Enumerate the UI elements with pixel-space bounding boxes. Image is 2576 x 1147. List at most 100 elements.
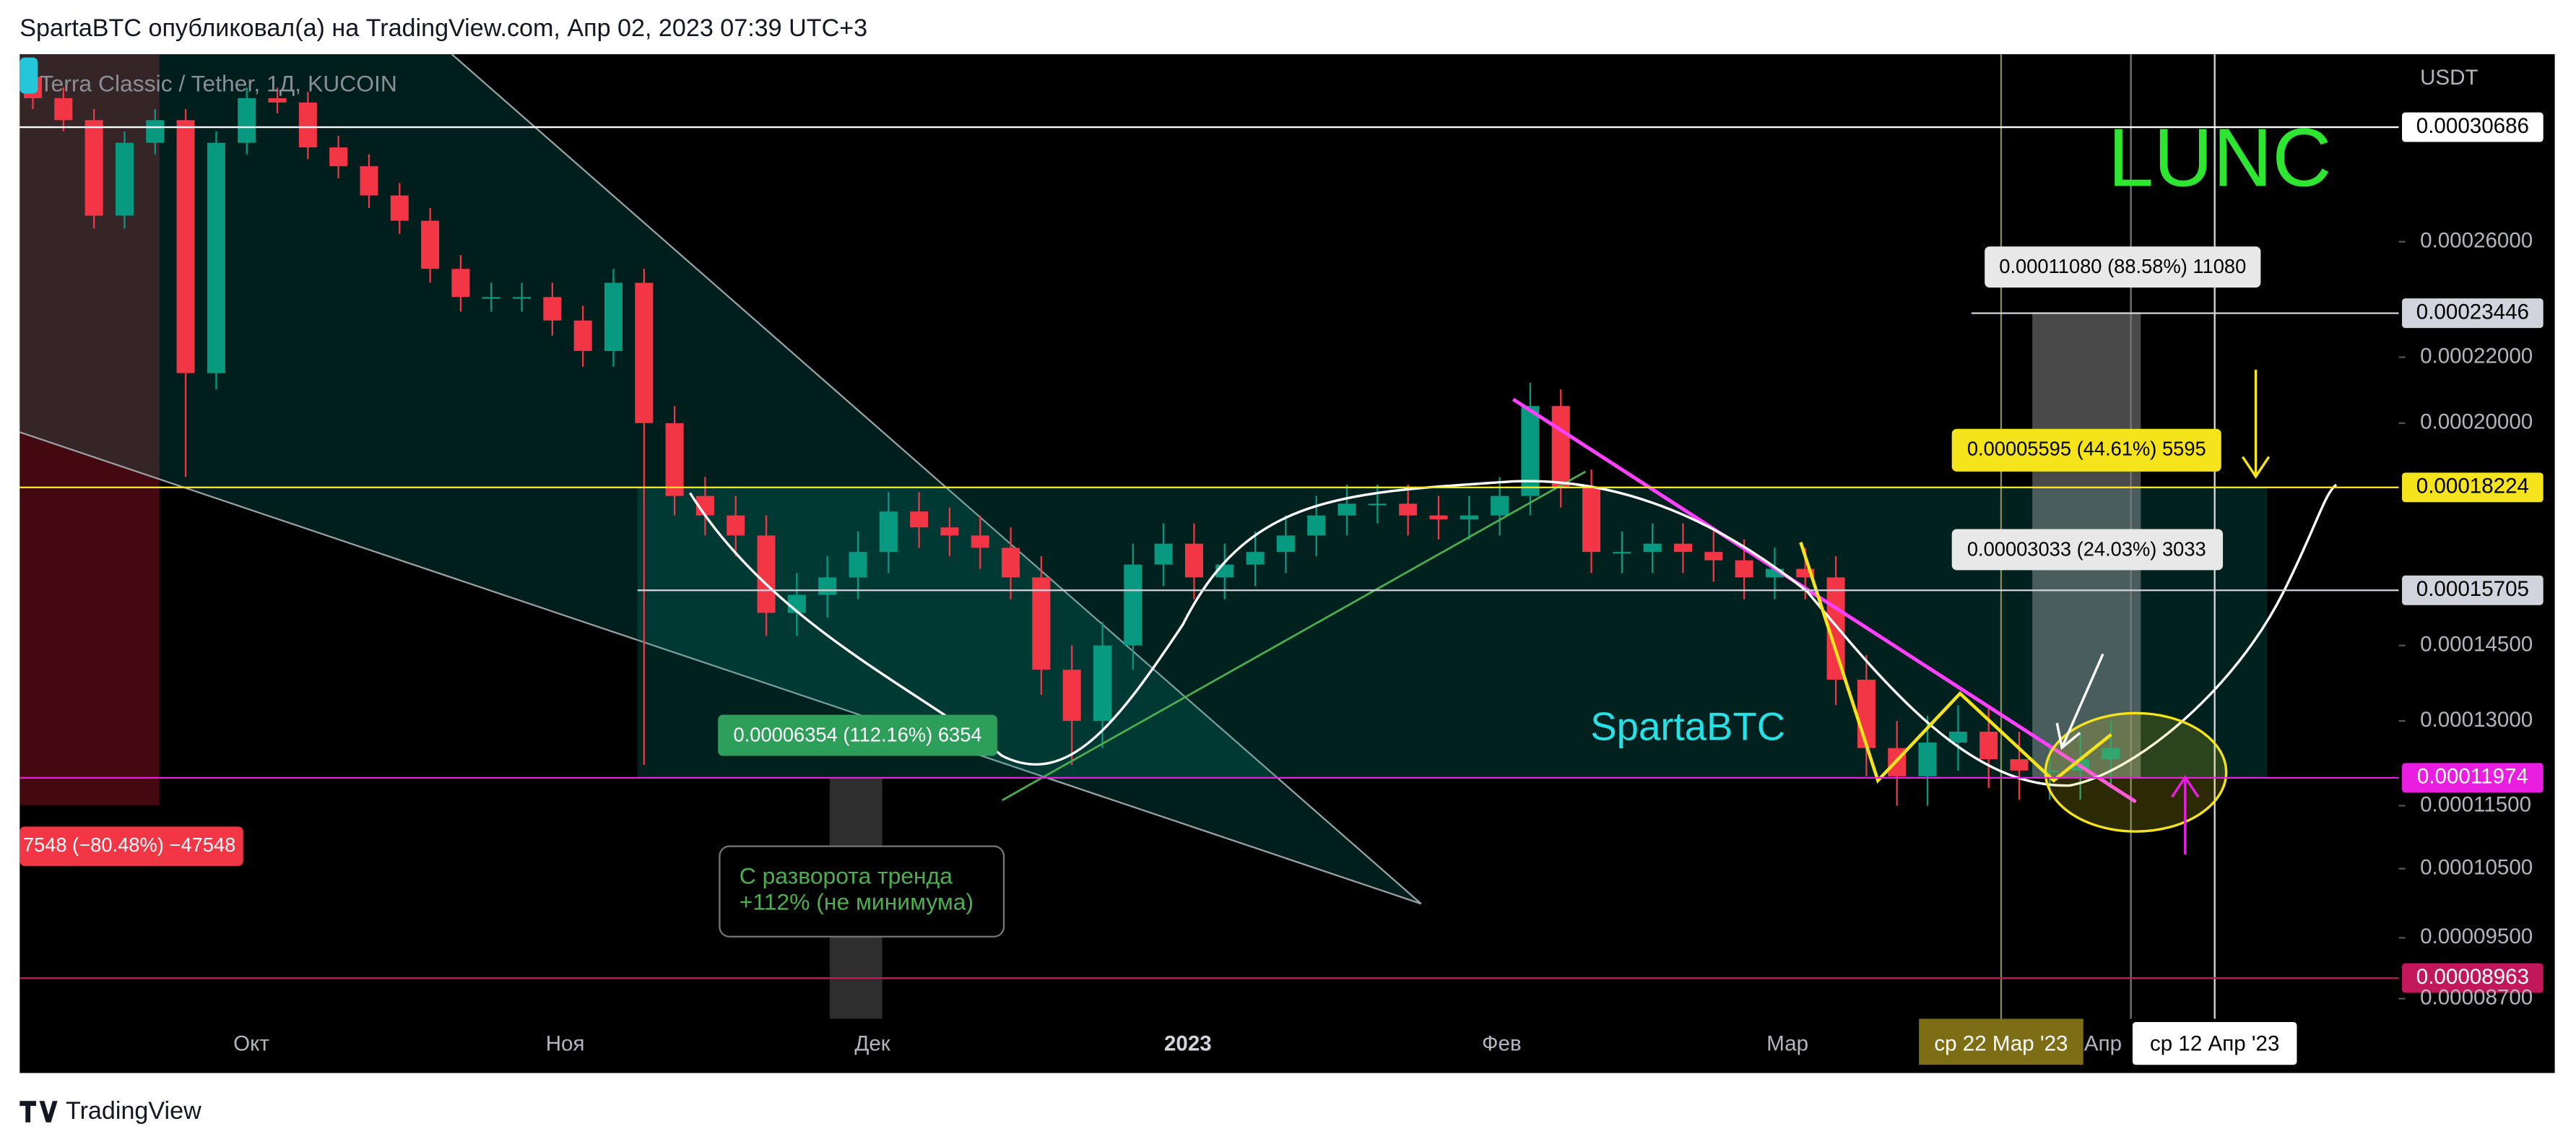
candle-body: [727, 515, 745, 536]
candle-body: [1368, 503, 1387, 506]
measure-box-label: [1985, 246, 2261, 288]
candle-body: [573, 320, 592, 351]
candle-body: [1154, 543, 1173, 565]
callout-box: [719, 845, 1005, 938]
measure-box-label: [19, 826, 243, 866]
candle-body: [1062, 670, 1081, 722]
y-tick-label: 0.00009500: [2420, 925, 2533, 948]
wedge-line: [451, 54, 1422, 905]
candle-body: [2102, 748, 2120, 760]
price-label-box: [2402, 472, 2544, 503]
candle-body: [940, 527, 959, 536]
candle-body: [1307, 515, 1326, 536]
y-tick-label: 0.00010500: [2420, 855, 2533, 879]
wedge-line: [19, 431, 1422, 905]
x-tick-label: Окт: [233, 1032, 269, 1056]
candle-body: [482, 297, 500, 299]
candle-body: [1735, 560, 1753, 578]
candle-body: [1582, 488, 1601, 553]
candle-body: [176, 120, 195, 373]
candle-body: [1460, 515, 1478, 520]
candle-body: [1948, 731, 1967, 743]
candle-body: [1918, 743, 1937, 776]
symbol-title: Terra Classic / Tether, 1Д, KUCOIN: [40, 71, 397, 97]
candle-body: [757, 535, 776, 613]
candle-body: [1765, 568, 1784, 578]
footer: TradingView: [66, 1097, 201, 1125]
date-box: [2132, 1022, 2297, 1065]
x-tick-label: Дек: [854, 1032, 890, 1056]
candle-body: [1399, 503, 1418, 516]
candle-body: [421, 220, 440, 269]
x-tick-label: Фев: [1482, 1032, 1522, 1056]
price-label: 0.00018224: [2416, 475, 2529, 498]
x-tick-label: Апр: [2084, 1032, 2122, 1056]
candle-body: [543, 297, 562, 321]
arrow: [2055, 653, 2104, 750]
price-label-box: [2402, 575, 2544, 605]
price-label: 0.00030686: [2416, 114, 2529, 138]
candle-body: [1521, 406, 1540, 496]
trend-line: [1512, 397, 2137, 804]
candle-body: [329, 147, 348, 167]
candle-body: [1032, 577, 1051, 670]
y-tick-label: 0.00020000: [2420, 410, 2533, 434]
candle-body: [298, 102, 317, 148]
candle-body: [1643, 543, 1662, 553]
measure-label: 7548 (−80.48%) −47548: [23, 834, 235, 856]
candle-body: [390, 195, 409, 221]
candle-body: [1124, 564, 1142, 646]
candle-body: [879, 511, 898, 553]
candle-body: [1551, 406, 1570, 489]
candle-body: [360, 166, 378, 196]
candle-body: [1246, 552, 1265, 565]
logo: [19, 1101, 58, 1122]
measure-label: 0.00006354 (112.16%) 6354: [734, 723, 982, 745]
price-label-box: [2402, 963, 2544, 993]
date-box: [1919, 1018, 2083, 1065]
candle-body: [513, 297, 532, 299]
candle-body: [1002, 547, 1020, 578]
candle-body: [1613, 552, 1631, 554]
candle-body: [1276, 535, 1295, 553]
candle-body: [1704, 552, 1723, 560]
overlays: [689, 369, 2338, 855]
highlight-ellipse: [2044, 711, 2228, 833]
candle-body: [1184, 543, 1203, 578]
candle-body: [818, 577, 837, 595]
candle-body: [2010, 759, 2029, 771]
callout-line: С разворота тренда: [740, 862, 953, 888]
price-label-box: [2402, 298, 2544, 329]
y-tick-label: 0.00008700: [2420, 985, 2533, 1009]
ticker-label: LUNC: [2108, 113, 2332, 204]
candles: [23, 66, 2120, 806]
price-label: 0.00011974: [2417, 765, 2528, 789]
candle-body: [1429, 515, 1448, 520]
price-lines: 0.00030686 0.00023446 0.00018224 0.00015705…: [19, 112, 2544, 993]
x-axis: Окт Ноя Дек 2023 Фев Мар Апр: [233, 1032, 2122, 1056]
candle-body: [84, 120, 103, 216]
candle-body: [451, 269, 470, 298]
candle-body: [115, 142, 134, 216]
price-label: 0.00023446: [2416, 300, 2529, 324]
axis-unit: USDT: [2420, 66, 2478, 90]
candle-body: [207, 142, 225, 373]
symbol-tab: [19, 57, 38, 94]
candle-body: [1979, 731, 1998, 760]
x-tick-label: Ноя: [546, 1032, 585, 1056]
candle-body: [238, 98, 256, 143]
projection-curve: [689, 480, 2338, 787]
y-tick-label: 0.00013000: [2420, 708, 2533, 732]
candle-body: [1337, 503, 1356, 516]
candle-body: [1857, 679, 1875, 748]
candle-body: [268, 98, 287, 103]
y-tick-label: 0.00011500: [2420, 792, 2531, 816]
price-label: 0.00015705: [2416, 577, 2529, 601]
measure-box-label: [1951, 529, 2224, 571]
trend-line: [1002, 470, 1587, 802]
candle-body: [635, 282, 654, 423]
candle-body: [1093, 645, 1112, 722]
